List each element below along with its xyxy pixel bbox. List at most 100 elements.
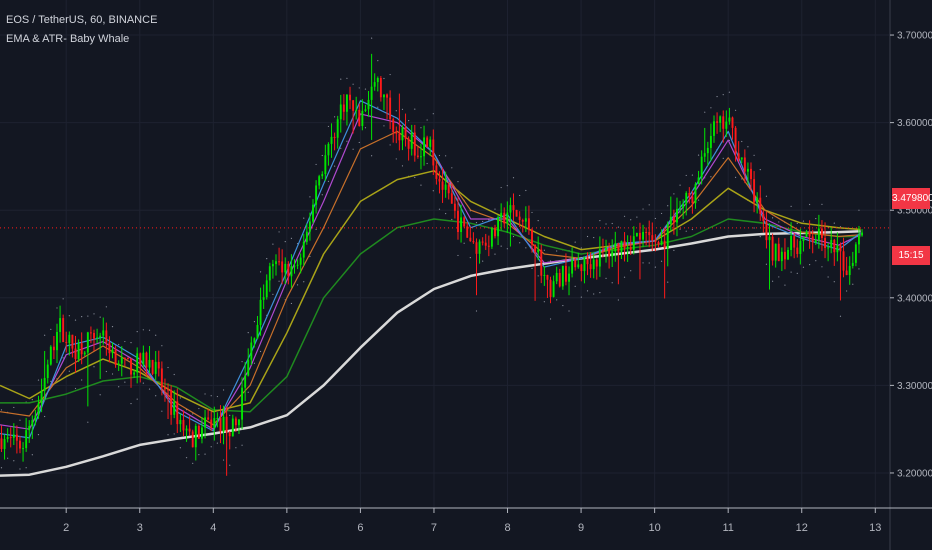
candle-body bbox=[77, 343, 80, 360]
atr-dot bbox=[37, 379, 40, 381]
candle-body bbox=[657, 242, 660, 245]
atr-dot bbox=[130, 402, 132, 405]
candle-body bbox=[148, 359, 151, 368]
moving-average-line bbox=[0, 229, 861, 477]
atr-dot bbox=[475, 310, 478, 312]
atr-dot bbox=[519, 194, 521, 197]
candle-body bbox=[89, 332, 92, 334]
atr-dot bbox=[716, 95, 718, 98]
candle-body bbox=[336, 119, 339, 138]
candle-body bbox=[204, 417, 207, 428]
atr-dot bbox=[500, 186, 502, 189]
atr-dot bbox=[290, 302, 293, 305]
price-axis-label: 3.60000000 bbox=[897, 118, 932, 129]
candle-body bbox=[709, 135, 712, 148]
atr-dot bbox=[562, 304, 564, 307]
atr-dot bbox=[691, 174, 694, 176]
atr-dot bbox=[728, 91, 731, 93]
atr-dot bbox=[241, 361, 243, 363]
candle-body bbox=[706, 147, 709, 154]
candle-body bbox=[830, 239, 833, 248]
atr-dot bbox=[333, 165, 336, 167]
candle-body bbox=[672, 216, 675, 223]
candle-body bbox=[487, 245, 490, 247]
time-axis-label: 5 bbox=[284, 522, 290, 534]
atr-dot bbox=[426, 119, 428, 121]
candle-body bbox=[512, 205, 515, 210]
candle-body bbox=[777, 243, 780, 262]
atr-dot bbox=[142, 329, 144, 331]
candle-body bbox=[475, 242, 478, 254]
candle-body bbox=[531, 229, 533, 245]
candle-body bbox=[250, 342, 253, 360]
candle-body bbox=[663, 240, 666, 249]
candle-body bbox=[234, 418, 237, 426]
atr-dot bbox=[549, 260, 552, 262]
candle-body bbox=[157, 361, 160, 369]
atr-dot bbox=[87, 421, 89, 423]
candle-body bbox=[170, 389, 173, 415]
atr-dot bbox=[802, 266, 805, 268]
candle-body bbox=[262, 297, 265, 300]
atr-dot bbox=[846, 290, 848, 292]
candle-body bbox=[59, 318, 62, 333]
atr-dot bbox=[457, 181, 459, 183]
atr-dot bbox=[333, 116, 336, 118]
candle-body bbox=[361, 110, 364, 127]
atr-dot bbox=[741, 140, 743, 143]
candle-body bbox=[571, 259, 574, 274]
atr-dot bbox=[778, 276, 780, 278]
candle-body bbox=[46, 364, 49, 379]
atr-dot bbox=[105, 306, 107, 308]
candle-body bbox=[117, 363, 120, 365]
atr-dot bbox=[445, 212, 447, 215]
candle-body bbox=[28, 426, 31, 431]
candle-body bbox=[589, 264, 592, 270]
atr-dot bbox=[7, 457, 9, 459]
atr-dot bbox=[432, 190, 434, 192]
candle-body bbox=[284, 263, 287, 273]
atr-dot bbox=[0, 467, 3, 469]
candle-body bbox=[188, 428, 191, 432]
atr-dot bbox=[741, 178, 743, 180]
candle-body bbox=[555, 272, 558, 282]
atr-dot bbox=[383, 125, 385, 127]
atr-dot bbox=[358, 141, 360, 144]
candle-body bbox=[756, 197, 759, 203]
candle-body bbox=[568, 273, 570, 282]
candle-body bbox=[253, 338, 256, 343]
atr-dot bbox=[636, 216, 638, 218]
atr-dot bbox=[346, 77, 348, 79]
atr-dot bbox=[778, 221, 780, 223]
atr-dot bbox=[19, 468, 21, 470]
atr-dot bbox=[253, 321, 256, 323]
candle-body bbox=[167, 389, 169, 391]
atr-dot bbox=[173, 433, 175, 435]
time-axis-label: 4 bbox=[210, 522, 216, 534]
atr-dot bbox=[506, 248, 508, 250]
candle-body bbox=[99, 335, 102, 338]
candle-body bbox=[395, 132, 398, 134]
atr-dot bbox=[722, 94, 724, 96]
atr-dot bbox=[580, 296, 582, 298]
candle-body bbox=[275, 261, 277, 265]
atr-dot bbox=[173, 373, 175, 376]
atr-dot bbox=[358, 87, 360, 89]
time-axis-label: 12 bbox=[796, 522, 808, 534]
atr-dot bbox=[734, 176, 737, 179]
time-axis-label: 13 bbox=[869, 522, 881, 534]
atr-dot bbox=[124, 340, 126, 343]
atr-dot bbox=[383, 77, 385, 80]
atr-dot bbox=[93, 313, 95, 315]
atr-dot bbox=[512, 177, 515, 179]
candle-body bbox=[820, 228, 823, 239]
candle-body bbox=[484, 242, 487, 246]
candle-body bbox=[540, 249, 543, 276]
candle-body bbox=[31, 420, 34, 427]
atr-dot bbox=[525, 247, 527, 249]
atr-dot bbox=[531, 267, 533, 270]
candle-body bbox=[608, 248, 611, 257]
candle-body bbox=[65, 342, 68, 344]
atr-dot bbox=[136, 331, 138, 333]
